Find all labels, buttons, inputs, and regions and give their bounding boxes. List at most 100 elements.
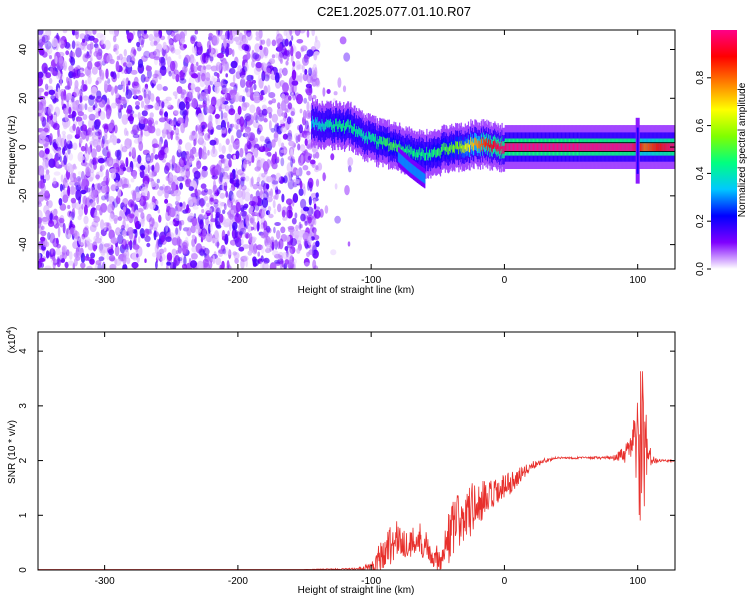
noise-cell (176, 214, 180, 225)
noise-cell (144, 83, 149, 90)
ridge-cell (657, 143, 659, 151)
noise-cell (247, 250, 253, 256)
noise-cell (343, 52, 351, 62)
noise-cell (285, 49, 291, 58)
ridge-cell (528, 143, 530, 151)
noise-cell (77, 177, 82, 188)
ridge-cell (391, 142, 393, 150)
noise-cell (235, 124, 239, 131)
ridge-cell (394, 143, 396, 152)
noise-cell (110, 102, 117, 109)
ridge-cell (499, 146, 501, 154)
ridge-cell (365, 135, 367, 144)
noise-cell (98, 256, 105, 262)
ridge-cell (573, 143, 575, 151)
noise-cell (175, 74, 180, 83)
noise-cell (296, 39, 304, 44)
noise-cell (240, 74, 248, 81)
ridge-cell (332, 120, 334, 129)
noise-cell (136, 253, 139, 258)
noise-cell (262, 262, 269, 269)
ridge-cell (633, 143, 635, 151)
noise-cell (240, 258, 245, 269)
noise-cell (62, 95, 67, 101)
noise-cell (180, 123, 185, 134)
noise-cell (73, 252, 80, 258)
noise-cell (162, 41, 167, 50)
noise-cell (231, 240, 236, 247)
noise-cell (66, 162, 72, 173)
noise-cell (47, 105, 53, 117)
noise-cell (242, 244, 250, 249)
ridge-cell (443, 142, 446, 151)
ridge-cell (518, 143, 520, 151)
noise-cell (244, 175, 250, 182)
ridge-cell (578, 143, 580, 151)
ridge-cell (349, 121, 351, 129)
noise-cell (67, 77, 73, 88)
noise-cell (99, 69, 105, 80)
ridge-cell (608, 143, 610, 151)
noise-cell (249, 217, 254, 224)
snr-scale-prefix: (x10 (7, 333, 18, 353)
ridge-cell (473, 143, 475, 152)
noise-cell (225, 138, 230, 145)
noise-cell (204, 77, 211, 87)
noise-cell (235, 178, 240, 189)
ridge-cell (557, 143, 559, 151)
noise-cell (117, 71, 120, 79)
noise-cell (198, 133, 203, 141)
noise-cell (299, 108, 303, 114)
noise-cell (82, 38, 86, 43)
noise-cell (240, 184, 247, 191)
noise-cell (109, 263, 117, 269)
noise-cell (221, 260, 225, 269)
ridge-cell (496, 144, 498, 153)
noise-cell (66, 228, 69, 235)
noise-cell (39, 49, 44, 55)
ridge-cell (327, 120, 329, 128)
noise-cell (228, 190, 234, 201)
noise-cell (203, 54, 209, 64)
noise-cell (208, 121, 213, 131)
ridge-cell (390, 142, 392, 150)
ridge-cell (422, 148, 424, 157)
noise-cell (91, 66, 98, 75)
noise-cell (245, 214, 252, 221)
noise-cell (271, 98, 277, 104)
ridge-cell (659, 143, 661, 151)
noise-cell (106, 252, 110, 261)
noise-cell (46, 35, 51, 41)
noise-cell (277, 203, 282, 213)
ridge-cell (646, 143, 648, 151)
ridge-cell (439, 148, 441, 157)
noise-cell (78, 196, 81, 205)
noise-cell (242, 38, 249, 45)
noise-cell (84, 54, 91, 59)
noise-cell (144, 258, 147, 264)
noise-cell (88, 176, 94, 182)
noise-cell (178, 71, 185, 78)
noise-cell (68, 65, 74, 73)
ridge-cell (333, 124, 335, 132)
noise-cell (152, 73, 159, 79)
noise-cell (80, 262, 86, 269)
noise-cell (204, 133, 211, 141)
noise-cell (237, 169, 244, 176)
noise-cell (95, 260, 102, 266)
noise-cell (167, 177, 173, 183)
noise-cell (273, 226, 276, 234)
noise-cell (184, 119, 188, 128)
noise-cell (216, 72, 220, 79)
noise-cell (40, 166, 45, 176)
ridge-cell (531, 143, 534, 151)
noise-cell (223, 166, 230, 172)
noise-cell (257, 184, 264, 190)
noise-cell (244, 44, 250, 52)
ridge-cell (344, 123, 346, 131)
ridge-cell (523, 143, 526, 151)
ridge-cell (600, 143, 602, 151)
noise-cell (243, 203, 249, 209)
noise-cell (276, 30, 280, 37)
ridge-cell (621, 143, 623, 151)
